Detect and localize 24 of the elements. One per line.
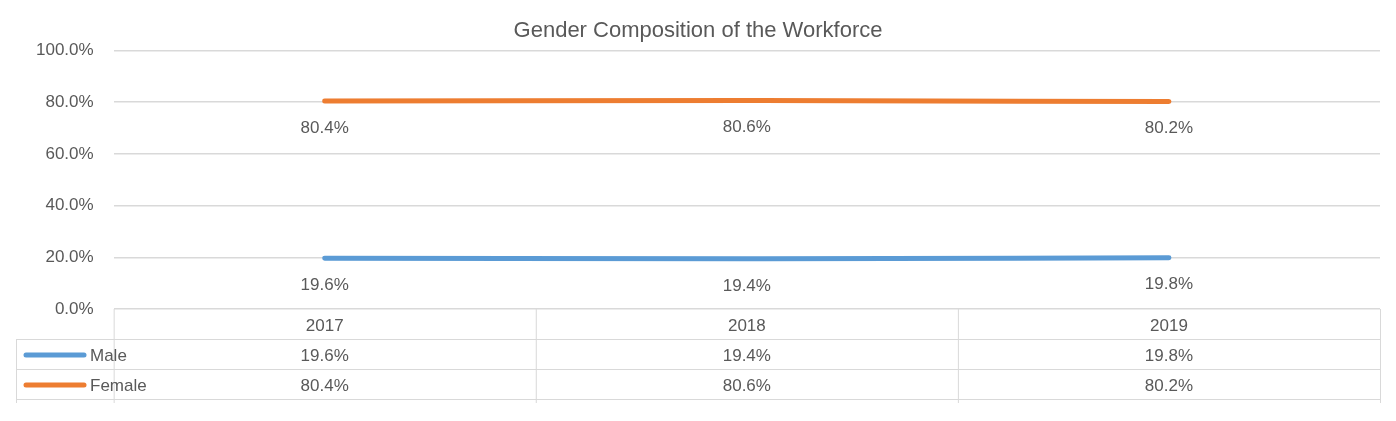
- data-label: 19.6%: [300, 345, 349, 365]
- text: 80.2%: [1144, 118, 1194, 138]
- y-tick-label: 0.0%: [54, 298, 94, 318]
- y-tick-label: 100.0%: [35, 40, 94, 60]
- legend-label: Male: [90, 345, 127, 365]
- text: 80.4%: [300, 117, 349, 137]
- text: 19.6%: [300, 275, 349, 294]
- y-tick-label: 60.0%: [45, 143, 94, 163]
- x-tick-label: 2018: [727, 315, 766, 335]
- y-tick-label: 20.0%: [45, 246, 94, 266]
- x-tick-label: 2019: [1150, 315, 1188, 335]
- data-label: 80.6%: [722, 375, 771, 395]
- data-label: 80.4%: [300, 375, 349, 395]
- x-tick-label: 2017: [305, 315, 344, 335]
- text: 19.8%: [1144, 274, 1194, 294]
- data-label: 19.4%: [722, 345, 771, 365]
- legend-label: Female: [90, 375, 147, 395]
- y-tick-label: 40.0%: [45, 195, 94, 215]
- data-label: 80.2%: [1144, 375, 1194, 395]
- data-label: 19.8%: [1144, 345, 1194, 365]
- text: 19.4%: [722, 275, 771, 295]
- chart-title: Gender Composition of the Workforce: [513, 17, 883, 43]
- text: 80.6%: [722, 117, 771, 137]
- y-tick-label: 80.0%: [45, 91, 94, 111]
